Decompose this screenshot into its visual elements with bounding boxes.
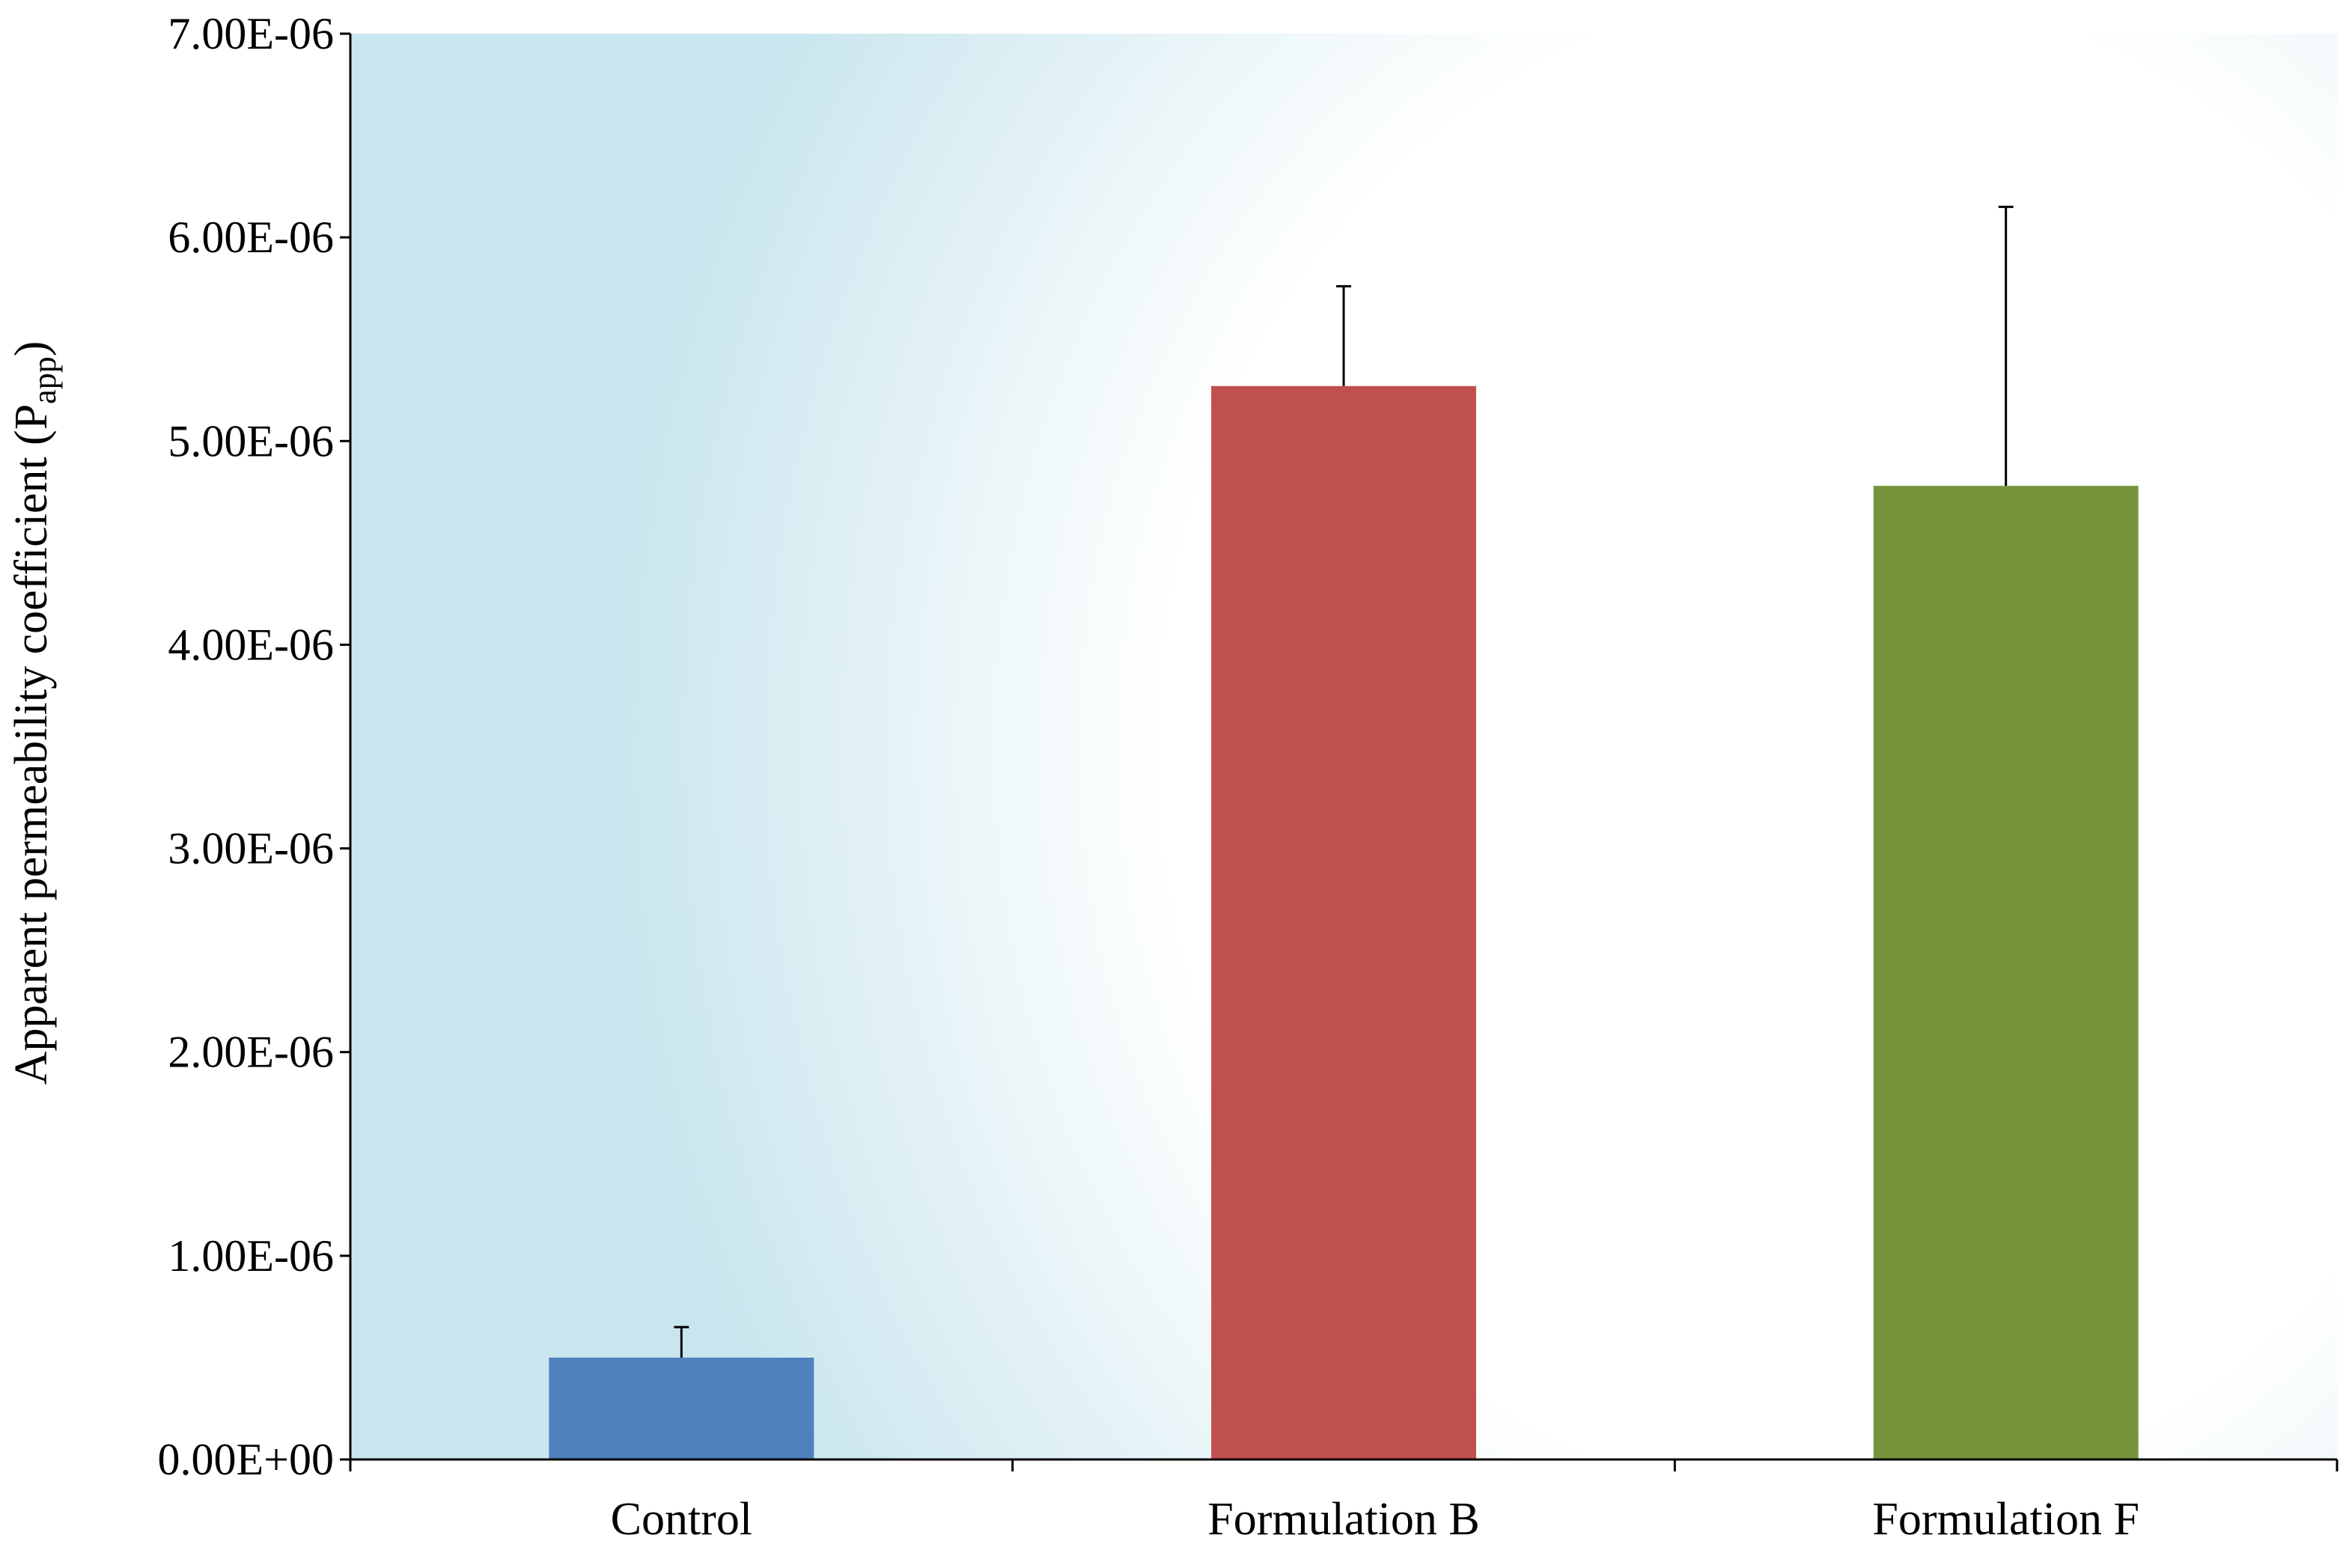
y-tick-label-3: 3.00E-06	[168, 824, 334, 873]
category-label-2: Formulation F	[1872, 1494, 2139, 1545]
y-axis-title-close: )	[6, 341, 57, 357]
y-tick-label-2: 2.00E-06	[168, 1028, 334, 1077]
bar-control	[549, 1357, 814, 1459]
x-axis-ticks	[349, 1459, 2339, 1471]
x-axis-category-labels: Control Formulation B Formulation F	[611, 1494, 2139, 1545]
category-label-1: Formulation B	[1207, 1494, 1479, 1545]
y-axis-tick-labels: 0.00E+00 1.00E-06 2.00E-06 3.00E-06 4.00E-06…	[158, 9, 335, 1484]
y-axis-title: Apparent permeability coefficient (Papp)	[6, 341, 63, 1085]
y-axis-title-subscript: app	[26, 356, 63, 404]
y-tick-label-4: 4.00E-06	[168, 620, 334, 669]
y-tick-label-7: 7.00E-06	[168, 9, 334, 58]
y-tick-label-0: 0.00E+00	[158, 1435, 335, 1484]
y-tick-label-6: 6.00E-06	[168, 213, 334, 262]
y-tick-label-1: 1.00E-06	[168, 1231, 334, 1281]
bars	[549, 385, 2139, 1459]
y-axis-ticks	[340, 32, 350, 1461]
bar-formulation-b	[1211, 385, 1476, 1459]
error-bars	[674, 205, 2014, 1358]
y-tick-label-5: 5.00E-06	[168, 416, 334, 466]
bar-formulation-f	[1873, 486, 2139, 1459]
y-axis-title-main: Apparent permeability coefficient (P	[6, 404, 57, 1085]
category-label-0: Control	[611, 1494, 752, 1545]
